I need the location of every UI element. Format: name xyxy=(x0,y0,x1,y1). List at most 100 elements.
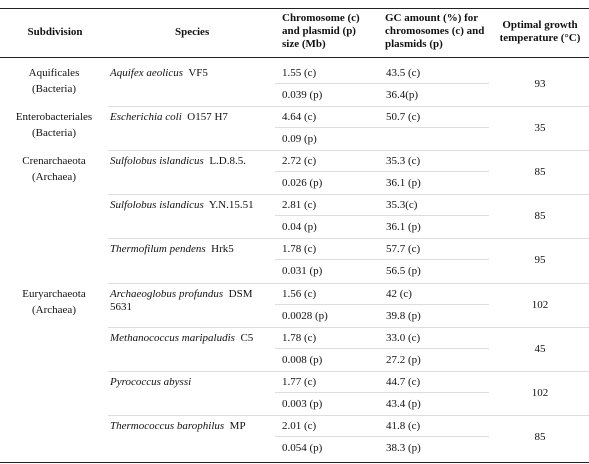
temp-cell: 95 xyxy=(534,254,546,267)
species-cell: Methanococcus maripaludis C5 xyxy=(110,332,275,345)
strain: O157 H7 xyxy=(187,111,228,124)
header-cell: Subdivision xyxy=(27,26,83,38)
row-rule xyxy=(108,282,589,284)
size-cell: 0.09 (p) xyxy=(282,133,317,146)
header-rule xyxy=(0,57,589,58)
sub-row-rule xyxy=(275,303,489,305)
gc-cell: 44.7 (c) xyxy=(386,375,421,388)
sub-row-rule xyxy=(275,391,489,393)
gc-cell: 35.3 (c) xyxy=(386,155,421,168)
gc-cell: 33.0 (c) xyxy=(386,331,421,344)
species-name: Thermofilum pendens xyxy=(110,243,206,256)
size-cell: 4.64 (c) xyxy=(282,111,317,124)
header-cell: Species xyxy=(175,26,210,38)
row-rule xyxy=(108,370,589,372)
species-name: Pyrococcus abyssi xyxy=(110,375,192,388)
gc-cell: 36.4(p) xyxy=(386,89,419,101)
gc-cell: 43.4 (p) xyxy=(386,397,421,410)
species-cell: Thermococcus barophilus MP xyxy=(110,420,275,433)
gc-cell: 57.7 (c) xyxy=(386,243,421,256)
subdivision: (Archaea) xyxy=(32,171,76,184)
temp-cell: 35 xyxy=(534,122,546,135)
species-cell: Aquifex aeolicus VF5 xyxy=(110,67,275,80)
row-rule xyxy=(108,106,589,108)
size-cell: 1.78 (c) xyxy=(282,243,317,256)
species-cell: Escherichia coli O157 H7 xyxy=(110,111,275,124)
size-cell: 0.04 (p) xyxy=(282,221,317,234)
gc-cell: 39.8 (p) xyxy=(386,309,421,322)
row-rule xyxy=(108,238,589,240)
subdivision: (Bacteria) xyxy=(32,127,76,140)
row-rule xyxy=(108,194,589,196)
subdivision: Crenarchaeota xyxy=(22,155,86,168)
species-name: Aquifex aeolicus xyxy=(110,67,184,79)
strain: Hrk5 xyxy=(211,243,234,256)
size-cell: 2.01 (c) xyxy=(282,419,317,432)
species-name: Sulfolobus islandicus xyxy=(110,155,204,168)
strain: MP xyxy=(229,419,246,432)
strain: Y.N.15.51 xyxy=(208,199,254,212)
species-name: Escherichia coli xyxy=(110,111,182,124)
sub-row-rule xyxy=(275,435,489,437)
size-cell: 2.72 (c) xyxy=(282,155,317,168)
gc-cell: 42 (c) xyxy=(386,287,412,300)
temp-cell: 85 xyxy=(534,166,546,179)
temp-cell: 102 xyxy=(531,298,549,311)
size-cell: 0.054 (p) xyxy=(282,441,323,454)
size-cell: 0.003 (p) xyxy=(282,397,323,410)
gc-cell: 41.8 (c) xyxy=(386,419,421,432)
bottom-rule xyxy=(0,462,589,463)
gc-cell: 35.3(c) xyxy=(386,199,418,212)
size-cell: 0.0028 (p) xyxy=(282,309,328,322)
size-cell: 0.026 (p) xyxy=(282,177,323,190)
species-cell: Pyrococcus abyssi xyxy=(110,376,275,389)
sub-row-rule xyxy=(275,171,489,173)
top-rule xyxy=(0,8,589,9)
gc-cell: 56.5 (p) xyxy=(386,265,421,278)
temp-cell: 93 xyxy=(534,78,546,90)
sub-row-rule xyxy=(275,83,489,84)
gc-cell: 36.1 (p) xyxy=(386,177,421,190)
species-name: Sulfolobus islandicus xyxy=(110,199,204,212)
subdivision: Enterobacteriales xyxy=(15,111,93,124)
temp-cell: 85 xyxy=(534,210,546,223)
temp-cell: 102 xyxy=(531,386,549,399)
gc-cell: 38.3 (p) xyxy=(386,441,421,454)
size-cell: 1.56 (c) xyxy=(282,287,317,300)
species-cell: Sulfolobus islandicus L.D.8.5. xyxy=(110,155,275,168)
size-cell: 1.78 (c) xyxy=(282,331,317,344)
species-cell: Archaeoglobus profundus DSM 5631 xyxy=(110,288,275,314)
species-cell: Sulfolobus islandicus Y.N.15.51 xyxy=(110,199,275,212)
row-rule xyxy=(108,326,589,328)
gc-cell: 36.1 (p) xyxy=(386,221,421,234)
size-cell: 0.008 (p) xyxy=(282,353,323,366)
species-cell: Thermofilum pendens Hrk5 xyxy=(110,243,275,256)
header-cell: GC amount (%) for chromosomes (c) and pl… xyxy=(385,12,485,50)
subdivision: (Archaea) xyxy=(32,303,76,316)
strain: VF5 xyxy=(188,67,208,79)
gc-cell: 43.5 (c) xyxy=(386,67,421,79)
sub-row-rule xyxy=(275,127,489,129)
size-cell: 1.77 (c) xyxy=(282,375,317,388)
row-rule xyxy=(108,414,589,416)
strain: L.D.8.5. xyxy=(209,155,246,168)
temp-cell: 45 xyxy=(534,342,546,355)
sub-row-rule xyxy=(275,347,489,349)
species-name: Thermococcus barophilus xyxy=(110,419,225,432)
subdivision: Aquificales xyxy=(28,67,80,79)
size-cell: 0.031 (p) xyxy=(282,265,323,278)
gc-cell: 50.7 (c) xyxy=(386,111,421,124)
subdivision: Euryarchaeota xyxy=(22,287,86,300)
strain: C5 xyxy=(240,331,254,344)
species-name: Archaeoglobus profundus xyxy=(110,287,224,300)
size-cell: 0.039 (p) xyxy=(282,89,323,101)
sub-row-rule xyxy=(275,215,489,217)
row-rule xyxy=(108,150,589,152)
header-cell: Optimal growth temperature (°C) xyxy=(499,19,581,44)
strain: DSM 5631 xyxy=(110,287,253,313)
sub-row-rule xyxy=(275,259,489,261)
subdivision: (Bacteria) xyxy=(32,83,76,95)
temp-cell: 85 xyxy=(534,430,546,443)
gc-cell: 27.2 (p) xyxy=(386,353,421,366)
